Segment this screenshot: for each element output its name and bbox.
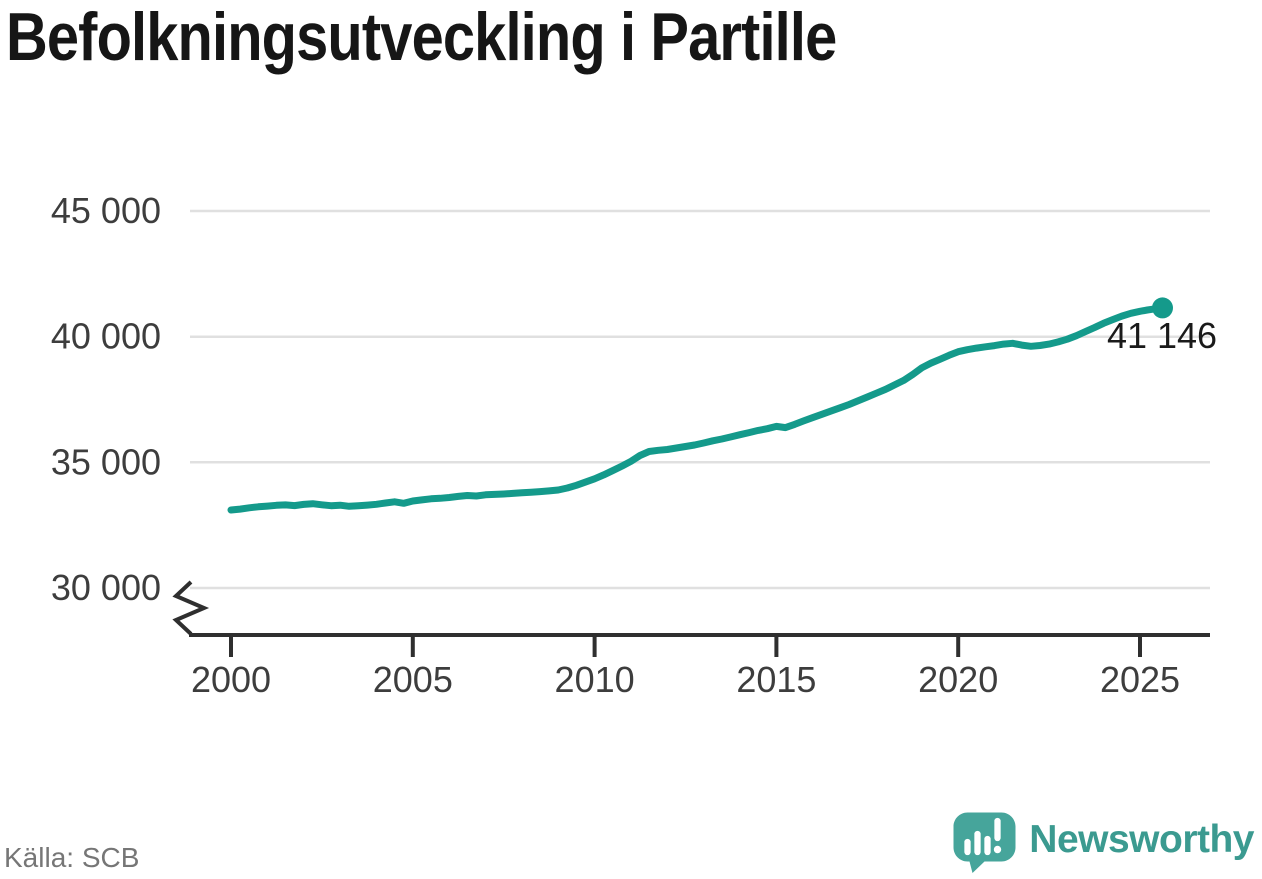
population-line [227, 304, 1166, 514]
last-value-label: 41 146 [1107, 315, 1217, 356]
x-tick-label: 2025 [1100, 659, 1180, 700]
y-tick-label: 45 000 [51, 190, 161, 231]
logo-exclamation-dot-icon [994, 845, 1002, 854]
newsworthy-logo: Newsworthy [952, 811, 1254, 874]
y-tick-label: 40 000 [51, 316, 161, 357]
logo-bars-icon [964, 817, 1001, 856]
source-label: Källa: SCB [4, 842, 140, 873]
x-tick-label: 2010 [555, 659, 635, 700]
newsworthy-wordmark: Newsworthy [1029, 818, 1254, 861]
last-point-marker [1152, 297, 1173, 319]
x-tick-label: 2020 [918, 659, 998, 700]
y-tick-label: 35 000 [51, 441, 161, 482]
newsworthy-logo-icon [953, 812, 1016, 873]
axis-break-icon [172, 580, 210, 636]
x-tick-label: 2000 [191, 659, 271, 700]
x-tick-label: 2015 [736, 659, 816, 700]
chart-title: Befolkningsutveckling i Partille [6, 0, 837, 75]
y-tick-label: 30 000 [51, 567, 161, 608]
x-tick-label: 2005 [373, 659, 453, 700]
